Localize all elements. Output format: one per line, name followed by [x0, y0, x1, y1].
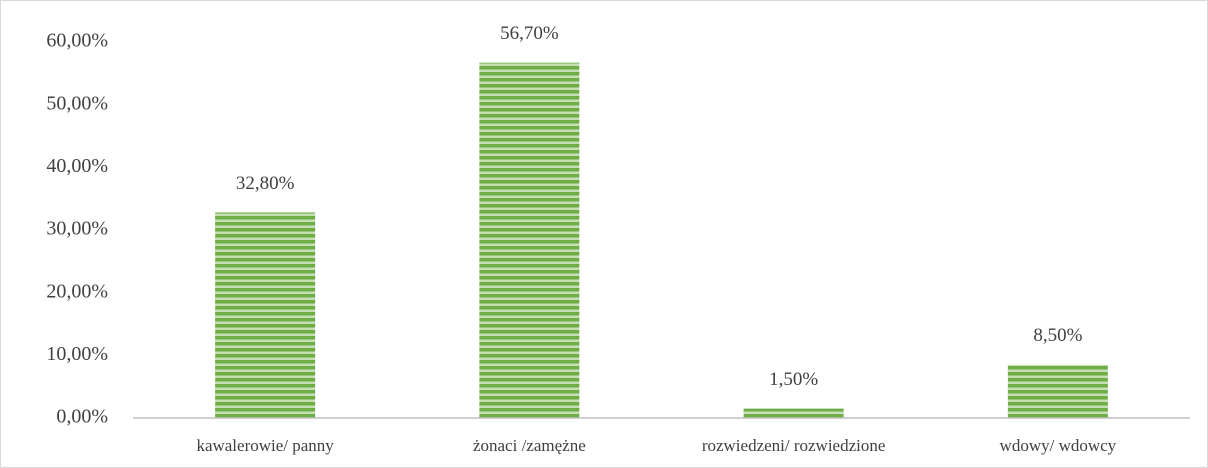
x-tick-label: wdowy/ wdowcy: [1000, 436, 1117, 455]
bar: [743, 408, 844, 418]
bar: [215, 212, 316, 418]
value-label: 1,50%: [769, 369, 818, 390]
y-tick-label: 30,00%: [46, 218, 108, 240]
x-tick-label: żonaci /zamężne: [473, 436, 586, 455]
y-tick-label: 0,00%: [56, 406, 108, 428]
bar: [479, 62, 580, 419]
y-tick-label: 50,00%: [46, 92, 108, 114]
value-label: 56,70%: [500, 23, 559, 44]
value-label: 32,80%: [236, 173, 295, 194]
x-tick-label: rozwiedzeni/ rozwiedzione: [702, 436, 886, 455]
bar: [1007, 364, 1108, 418]
y-tick-label: 20,00%: [46, 280, 108, 302]
y-tick-label: 10,00%: [46, 343, 108, 365]
y-tick-label: 40,00%: [46, 155, 108, 177]
x-tick-label: kawalerowie/ panny: [196, 436, 334, 455]
y-tick-label: 60,00%: [46, 30, 108, 52]
value-label: 8,50%: [1033, 325, 1082, 346]
